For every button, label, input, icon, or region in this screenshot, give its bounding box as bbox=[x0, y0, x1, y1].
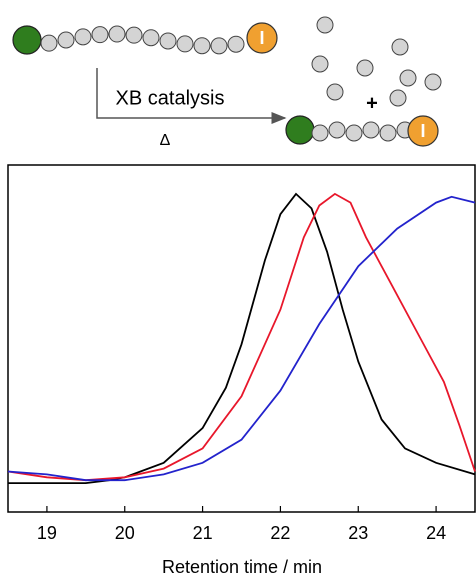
monomer bbox=[362, 121, 380, 139]
monomer bbox=[399, 69, 417, 87]
iodine-label: I bbox=[420, 121, 425, 141]
x-tick-label: 23 bbox=[348, 523, 368, 543]
monomer bbox=[328, 121, 346, 139]
catalysis-label: XB catalysis bbox=[116, 87, 225, 109]
monomer bbox=[379, 124, 397, 142]
x-axis-label: Retention time / min bbox=[162, 557, 322, 577]
monomer bbox=[391, 38, 409, 56]
monomer bbox=[176, 35, 194, 53]
monomer bbox=[326, 83, 344, 101]
initiator-end bbox=[285, 115, 315, 145]
monomer bbox=[108, 25, 126, 43]
polymer-chain: I bbox=[285, 115, 439, 147]
iodine-end bbox=[246, 22, 278, 54]
polymer-chain: I bbox=[12, 22, 278, 55]
x-tick-label: 20 bbox=[115, 523, 135, 543]
monomers bbox=[311, 16, 442, 107]
monomer bbox=[125, 26, 143, 44]
trace bbox=[7, 195, 476, 482]
plus-sign: + bbox=[366, 92, 378, 114]
monomer bbox=[311, 124, 329, 142]
iodine-label: I bbox=[259, 28, 264, 48]
monomer bbox=[159, 32, 177, 50]
monomer bbox=[316, 16, 334, 34]
monomer bbox=[142, 29, 160, 47]
plot: 19 20 21 22 23 24 bbox=[7, 192, 476, 543]
monomer bbox=[424, 73, 442, 91]
initiator-end bbox=[12, 25, 42, 55]
scheme: I XB catalysis Δ + I bbox=[12, 16, 442, 149]
x-tick-label: 22 bbox=[270, 523, 290, 543]
x-tick-label: 24 bbox=[426, 523, 446, 543]
monomer bbox=[193, 37, 211, 55]
monomer bbox=[389, 89, 407, 107]
heat-label: Δ bbox=[160, 132, 171, 149]
monomer bbox=[311, 55, 329, 73]
x-tick-label: 21 bbox=[193, 523, 213, 543]
monomer bbox=[356, 59, 374, 77]
monomer bbox=[227, 35, 245, 53]
plot-frame bbox=[7, 164, 476, 513]
monomer bbox=[74, 28, 92, 46]
monomer bbox=[210, 37, 228, 55]
monomer bbox=[345, 124, 363, 142]
monomer bbox=[57, 31, 75, 49]
trace bbox=[7, 192, 476, 482]
iodine-end bbox=[407, 115, 439, 147]
x-tick-label: 19 bbox=[37, 523, 57, 543]
reaction-arrow bbox=[96, 68, 287, 124]
monomer bbox=[91, 26, 109, 44]
monomer bbox=[40, 34, 58, 52]
